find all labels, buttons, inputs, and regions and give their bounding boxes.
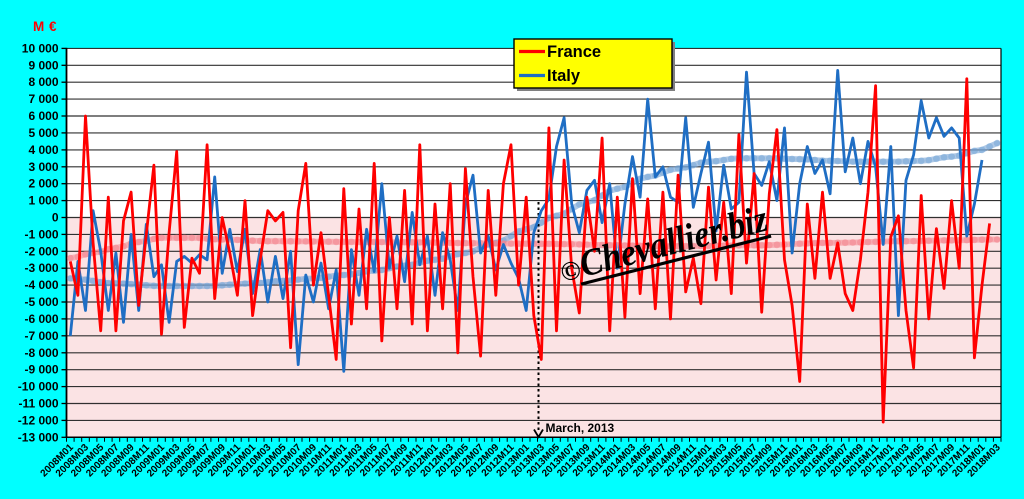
svg-text:Italy: Italy <box>547 67 581 85</box>
svg-text:9 000: 9 000 <box>28 58 58 72</box>
svg-text:-12 000: -12 000 <box>18 413 59 427</box>
svg-text:-4 000: -4 000 <box>24 278 58 292</box>
svg-text:0: 0 <box>52 211 59 225</box>
svg-text:M €: M € <box>33 19 57 34</box>
svg-text:2 000: 2 000 <box>28 177 58 191</box>
svg-text:-13 000: -13 000 <box>18 430 59 444</box>
svg-text:-5 000: -5 000 <box>24 295 58 309</box>
svg-text:-10 000: -10 000 <box>18 380 59 394</box>
svg-text:-1 000: -1 000 <box>24 227 58 241</box>
svg-text:5 000: 5 000 <box>28 126 58 140</box>
svg-text:-7 000: -7 000 <box>24 329 58 343</box>
svg-text:-6 000: -6 000 <box>24 312 58 326</box>
svg-text:-2 000: -2 000 <box>24 244 58 258</box>
svg-text:8 000: 8 000 <box>28 75 58 89</box>
svg-text:4 000: 4 000 <box>28 143 58 157</box>
svg-text:-11 000: -11 000 <box>18 397 58 411</box>
svg-text:1 000: 1 000 <box>28 194 58 208</box>
svg-text:-3 000: -3 000 <box>24 261 58 275</box>
svg-text:3 000: 3 000 <box>28 160 58 174</box>
svg-text:France: France <box>547 43 601 61</box>
svg-text:-9 000: -9 000 <box>24 363 58 377</box>
svg-text:March, 2013: March, 2013 <box>546 421 615 435</box>
svg-text:7 000: 7 000 <box>28 92 58 106</box>
svg-text:-8 000: -8 000 <box>24 346 58 360</box>
svg-text:10 000: 10 000 <box>22 41 59 55</box>
svg-text:6 000: 6 000 <box>28 109 58 123</box>
